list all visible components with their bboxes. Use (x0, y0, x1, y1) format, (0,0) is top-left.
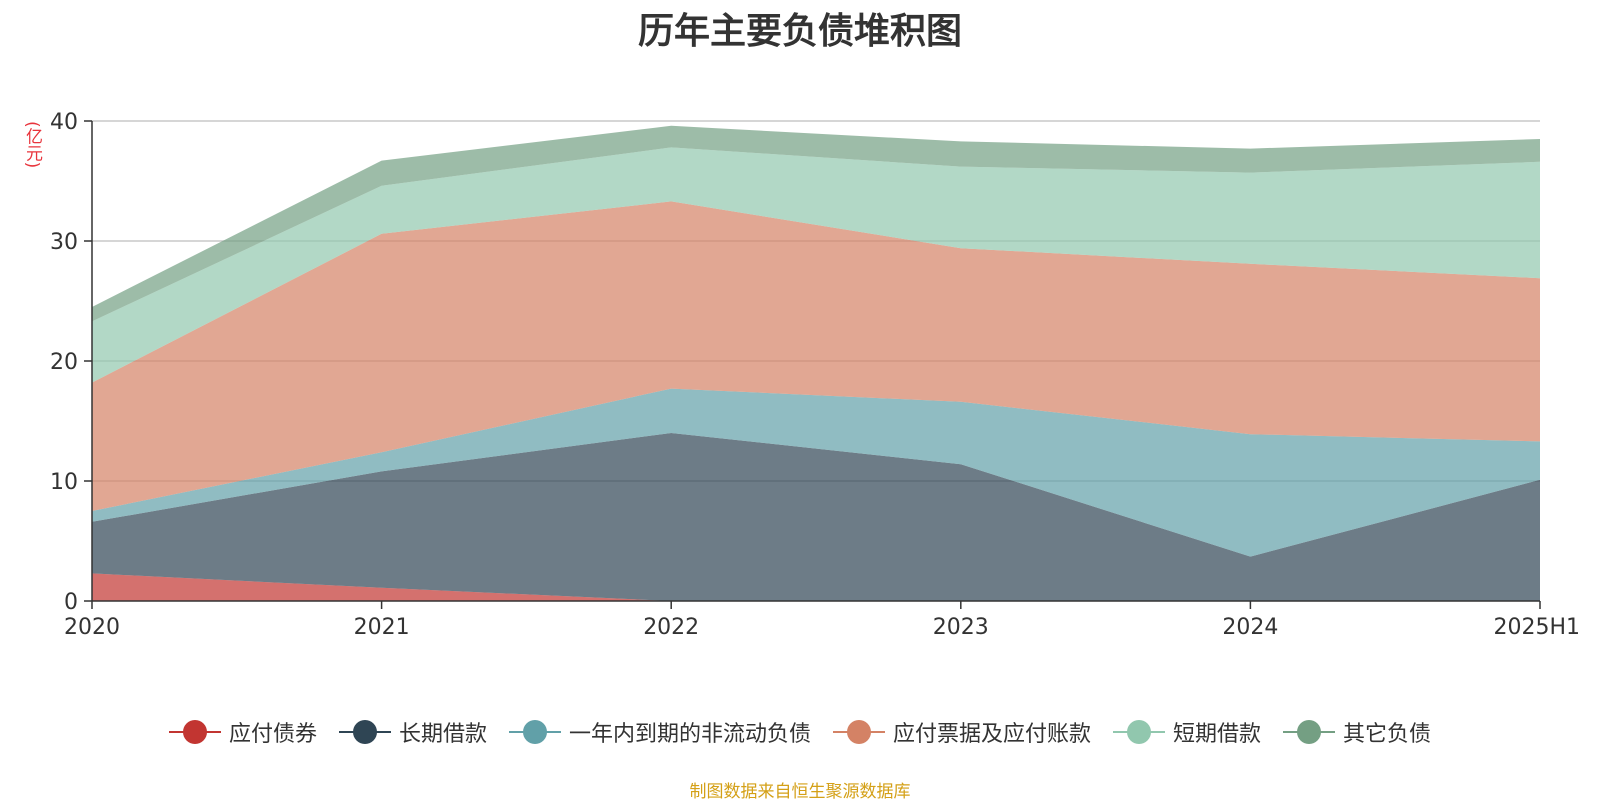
legend-label: 长期借款 (398, 722, 487, 747)
x-tick-label: 2023 (933, 615, 989, 640)
area-series-5 (92, 125, 1540, 322)
axes: 0 10 20 30 40 2020 2021 2022 2023 2024 2025H1 (50, 110, 1580, 640)
legend-item[interactable]: 应付债券 (168, 716, 317, 748)
x-tick-label: 2022 (643, 615, 699, 640)
legend-marker-icon (1283, 719, 1336, 745)
legend-item[interactable]: 其它负债 (1283, 716, 1431, 748)
legend-marker-icon (833, 719, 885, 745)
x-tick-label: 2025H1 (1493, 615, 1580, 640)
y-tick-label: 10 (50, 470, 78, 495)
x-tick-label: 2024 (1222, 615, 1278, 640)
y-tick-label: 30 (50, 230, 78, 255)
chart-title: 历年主要负债堆积图 (637, 11, 962, 52)
legend-label: 短期借款 (1173, 722, 1262, 747)
legend-label: 应付票据及应付账款 (893, 722, 1092, 747)
legend-item[interactable]: 短期借款 (1113, 716, 1261, 748)
area-series-4 (92, 147, 1540, 383)
legend-label: 应付债券 (228, 722, 317, 747)
source-note: 制图数据来自恒生聚源数据库 (689, 782, 911, 802)
y-tick-label: 0 (64, 590, 78, 615)
area-series (92, 125, 1540, 601)
legend-marker-icon (508, 719, 561, 745)
y-axis-unit-label: (亿元) (22, 121, 42, 169)
legend-marker-icon (168, 719, 221, 745)
y-tick-label: 40 (50, 110, 78, 135)
legend-item[interactable]: 长期借款 (338, 716, 487, 748)
legend-marker-icon (1113, 719, 1166, 745)
area-series-0 (92, 573, 1540, 601)
legend-label: 其它负债 (1343, 722, 1432, 747)
legend-label: 一年内到期的非流动负债 (568, 722, 811, 747)
legend-item[interactable]: 一年内到期的非流动负债 (508, 716, 811, 748)
y-tick-label: 20 (50, 350, 78, 375)
area-series-1 (92, 433, 1540, 601)
area-series-2 (92, 388, 1540, 557)
area-series-3 (92, 201, 1540, 511)
x-tick-label: 2021 (354, 615, 410, 640)
legend-item[interactable]: 应付票据及应付账款 (833, 716, 1091, 748)
legend-marker-icon (338, 719, 391, 745)
x-tick-label: 2020 (64, 615, 120, 640)
stacked-area-chart: 0 10 20 30 40 2020 2021 2022 2023 2024 2025H1 (50, 110, 1580, 640)
legend: 应付债券 长期借款 一年内到期的非流动负债 应付票据及应付账款 短期借款 其它负债 (0, 716, 1600, 748)
